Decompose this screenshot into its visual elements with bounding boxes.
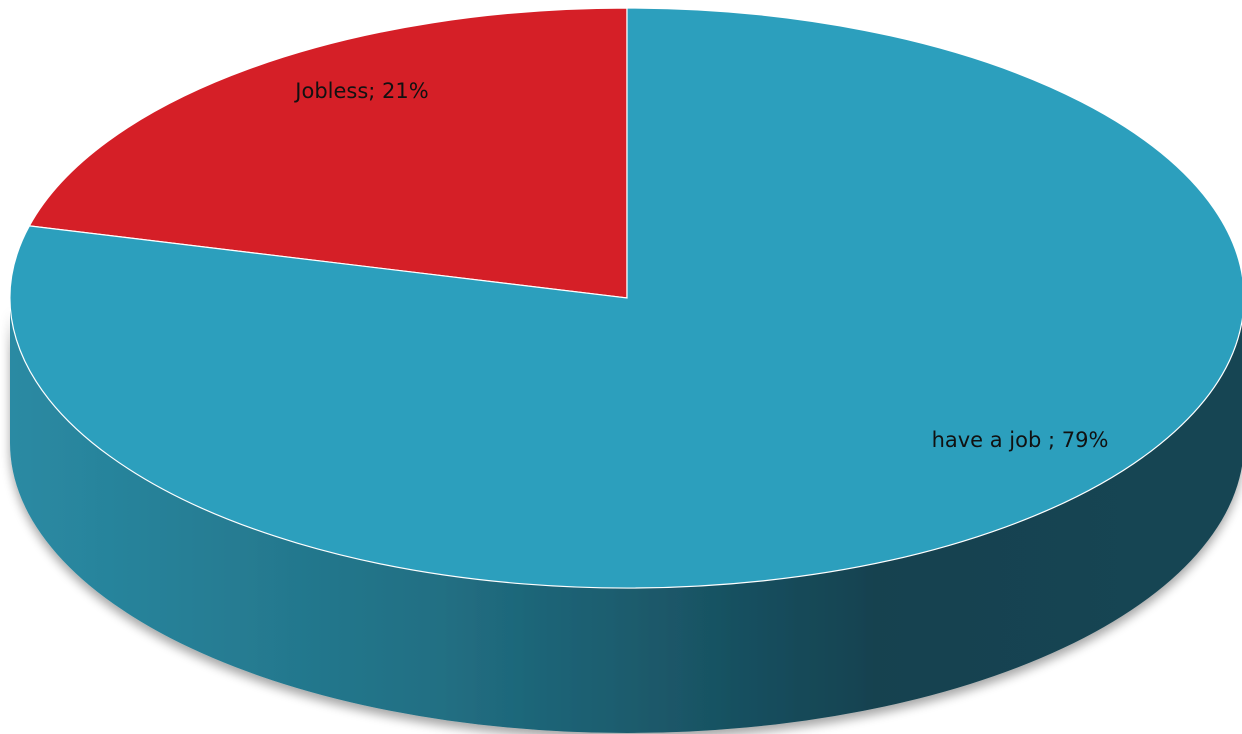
pie-side-wall <box>10 298 1242 733</box>
slice-label-have-a-job: have a job ; 79% <box>932 428 1109 452</box>
pie-top-face <box>9 7 1242 589</box>
pie-labels: Jobless; 21% have a job ; 79% <box>293 79 1108 452</box>
pie-slice-have-a-job <box>9 7 1242 589</box>
pie-side-wall-shape <box>10 298 1242 733</box>
slice-label-jobless: Jobless; 21% <box>293 79 428 103</box>
pie-slice-jobless <box>28 7 628 299</box>
